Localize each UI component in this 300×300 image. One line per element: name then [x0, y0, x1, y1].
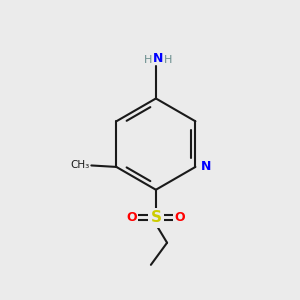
Text: H: H	[164, 55, 172, 64]
Text: H: H	[143, 55, 152, 64]
Text: N: N	[201, 160, 211, 173]
Text: O: O	[175, 211, 185, 224]
Text: O: O	[126, 211, 137, 224]
Text: S: S	[150, 210, 161, 225]
Text: N: N	[153, 52, 164, 64]
Text: CH₃: CH₃	[70, 160, 90, 170]
